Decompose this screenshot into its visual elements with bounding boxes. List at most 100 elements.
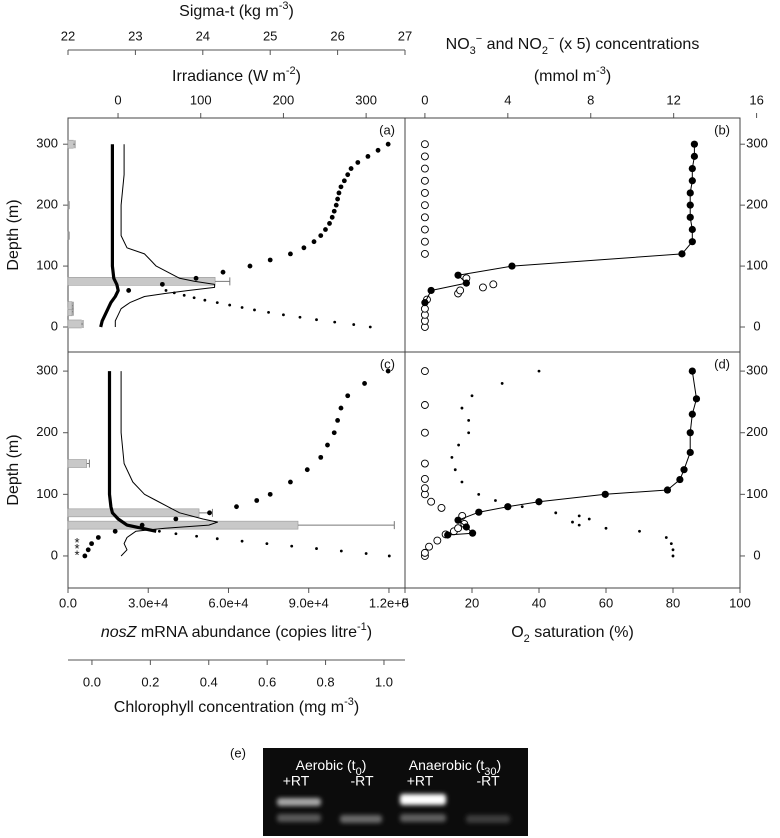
text-part: 2 [524, 633, 530, 645]
filled-point [678, 250, 686, 258]
profile-point [333, 320, 337, 324]
axis-title: Irradiance (W m-2) [172, 65, 301, 85]
y-tick-label: 300 [36, 136, 58, 151]
open-point [420, 152, 429, 161]
x-tick-label: 0 [114, 92, 121, 107]
filled-point [421, 299, 429, 307]
thick-profile-line [107, 371, 157, 533]
error-bar [298, 521, 395, 530]
open-point [456, 286, 465, 295]
filled-point [688, 367, 696, 375]
profile-point [290, 544, 294, 548]
open-point [420, 428, 429, 437]
profile-point [195, 534, 198, 538]
y-tick-label: 300 [746, 136, 768, 151]
filled-point [688, 164, 696, 173]
y-axis-title: Depth (m) [5, 434, 22, 505]
profile-point [348, 166, 354, 171]
panel-frame [404, 351, 741, 589]
gel-band [400, 814, 446, 822]
axis-title: nosZ mRNA abundance (copies litre-1) [101, 621, 372, 641]
text-part: ) [497, 757, 502, 773]
filled-point [688, 410, 696, 418]
profile-point [669, 542, 673, 546]
profile-point [604, 526, 608, 530]
panel-label: (d) [714, 356, 730, 371]
profile-point [345, 393, 351, 399]
profile-point [157, 529, 161, 533]
text-part: Irradiance (W m [172, 68, 286, 85]
text-part: Aerobic (t [296, 757, 356, 773]
panel-frame [67, 351, 406, 589]
open-point [420, 548, 429, 557]
text-part: O [511, 624, 523, 641]
profile-point [220, 269, 226, 275]
text-part: -3 [596, 65, 606, 77]
profile-point [159, 281, 165, 287]
error-bar [86, 459, 90, 468]
x-tick-label: 3.0e+4 [128, 595, 168, 610]
filled-point [462, 523, 470, 531]
thick-profile-line [99, 144, 120, 328]
filled-point [686, 213, 694, 221]
profile-point [327, 221, 332, 226]
x-tick-label: 0 [421, 92, 428, 107]
profile-point [311, 239, 317, 245]
profile-point [385, 141, 391, 147]
profile-point [457, 443, 460, 447]
panel-frame [404, 117, 741, 353]
profile-point [267, 491, 273, 497]
y-tick-label: 0 [753, 547, 760, 562]
profile-point [228, 303, 232, 307]
profile-point [298, 315, 302, 319]
x-tick-label: 0.4 [200, 674, 218, 689]
x-tick-label: 8 [587, 92, 594, 107]
text-part: 0 [356, 766, 362, 778]
error-bar [215, 277, 231, 286]
axis-title: Chlorophyll concentration (mg m-3) [114, 696, 359, 716]
axis-title: (mmol m-3) [534, 65, 611, 85]
bar [67, 319, 82, 329]
gel-band [340, 815, 382, 823]
x-tick-label: 200 [273, 92, 295, 107]
profile-point [336, 190, 342, 196]
gel-lane-label: -RT [476, 773, 500, 789]
profile-point [364, 552, 368, 555]
filled-point [686, 189, 694, 197]
gel-band [400, 794, 446, 805]
open-point [420, 474, 429, 483]
x-tick-label: 100 [190, 92, 212, 107]
profile-line [114, 144, 216, 327]
profile-point [467, 431, 471, 435]
profile-point [192, 296, 196, 300]
open-point [478, 283, 487, 292]
profile-point [338, 184, 344, 190]
bar [67, 459, 88, 468]
profile-point [341, 178, 347, 184]
profile-point [164, 289, 168, 292]
y-tick-label: 300 [36, 363, 58, 378]
profile-point [325, 442, 330, 448]
filled-point [686, 201, 694, 209]
y-tick-label: 100 [746, 258, 768, 273]
filled-point [688, 225, 696, 234]
profile-point [174, 532, 178, 536]
text-part: ) [606, 68, 611, 85]
gel-band [277, 814, 321, 822]
profile-point [387, 554, 391, 558]
profile-point [638, 529, 641, 533]
profile-point [477, 492, 481, 496]
x-tick-label: 16 [749, 92, 763, 107]
open-point [420, 189, 429, 197]
profile-point [323, 227, 328, 232]
filled-point [686, 448, 694, 457]
profile-point [365, 153, 371, 159]
open-point [427, 497, 436, 506]
profile-line [120, 371, 218, 557]
text-part: Anaerobic (t [409, 757, 485, 773]
text-part: ) [354, 699, 359, 716]
text-part: nosZ [101, 624, 138, 641]
profile-point [362, 381, 367, 386]
open-point [420, 304, 429, 313]
y-tick-label: 0 [51, 547, 58, 562]
